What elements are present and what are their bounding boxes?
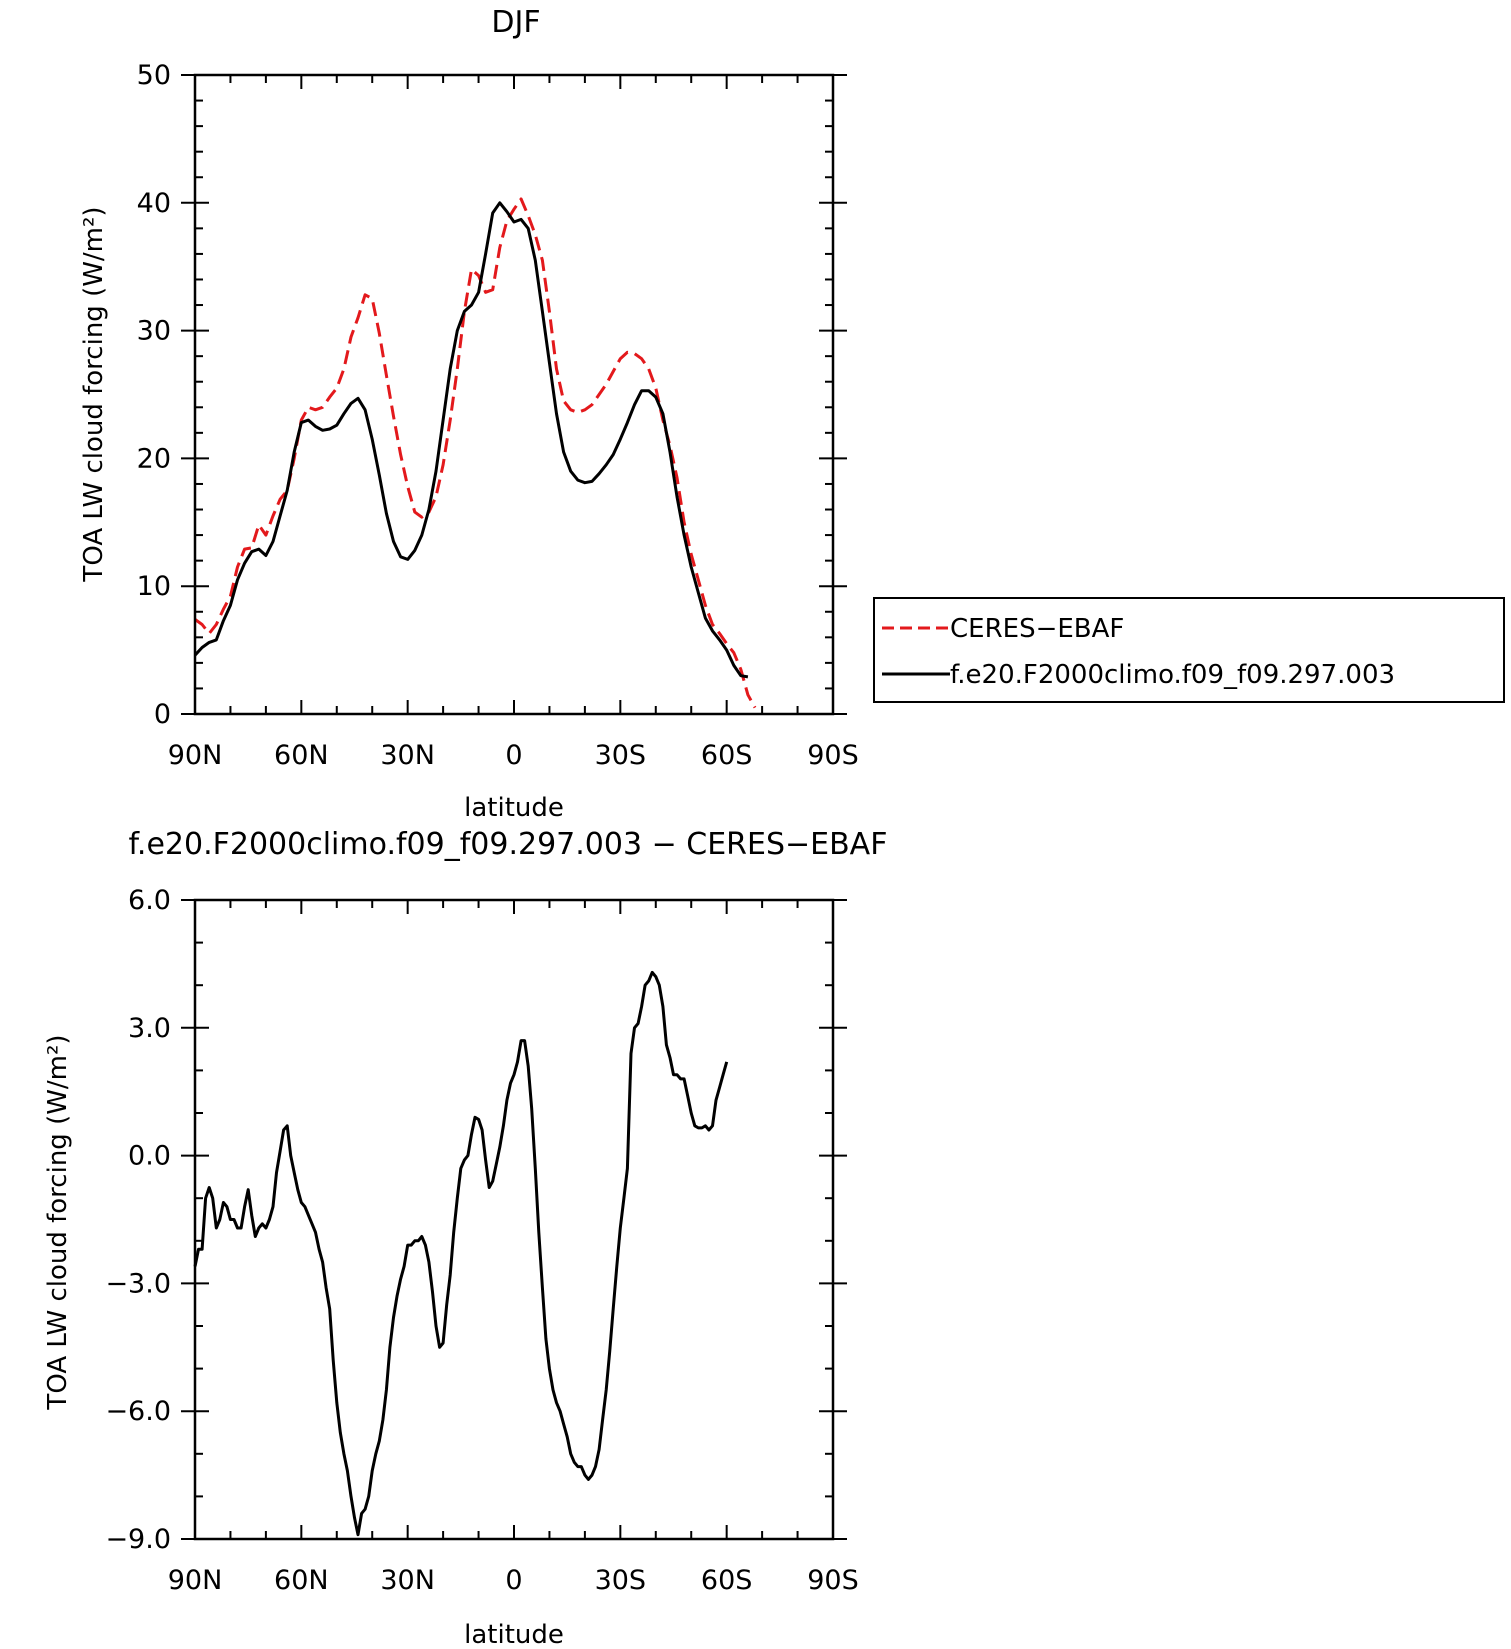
bottom-y-axis-label: TOA LW cloud forcing (W/m²)	[43, 1034, 73, 1410]
bottom-plot-frame	[193, 898, 835, 1541]
top-chart-title: DJF	[491, 5, 540, 40]
y-tick-label: 0	[154, 699, 171, 730]
x-tick-label: 30S	[595, 1565, 647, 1596]
x-tick-label: 60S	[701, 1565, 753, 1596]
x-tick-label: 60N	[274, 740, 329, 771]
top-series-lines	[193, 197, 757, 709]
legend-label-ceres: CERES−EBAF	[950, 614, 1124, 644]
bottom-axis-ticks	[181, 899, 847, 1540]
x-tick-label: 90N	[168, 1565, 223, 1596]
y-tick-label: 3.0	[128, 1013, 171, 1044]
top-x-tick-labels: 90N 60N 30N 0 30S 60S 90S	[168, 740, 859, 771]
bottom-x-axis-label: latitude	[464, 1620, 564, 1649]
x-tick-label: 30S	[595, 740, 647, 771]
top-plot-frame	[193, 73, 835, 716]
y-tick-label: 40	[137, 188, 171, 219]
y-tick-label: 20	[137, 443, 171, 474]
x-tick-label: 90S	[807, 740, 859, 771]
series-line-0	[193, 970, 729, 1537]
legend-box	[873, 597, 1505, 703]
x-tick-label: 90S	[807, 1565, 859, 1596]
bottom-panel: f.e20.F2000climo.f09_f09.297.003 − CERES…	[43, 827, 887, 1649]
top-axis-ticks	[181, 74, 847, 715]
y-tick-label: 30	[137, 316, 171, 347]
y-tick-label: 50	[137, 60, 171, 91]
bottom-y-tick-labels: −9.0 −6.0 −3.0 0.0 3.0 6.0	[105, 885, 171, 1555]
legend-label-model: f.e20.F2000climo.f09_f09.297.003	[950, 660, 1395, 690]
x-tick-label: 30N	[380, 1565, 435, 1596]
x-tick-label: 90N	[168, 740, 223, 771]
y-tick-label: −6.0	[105, 1396, 171, 1427]
top-y-tick-labels: 0 10 20 30 40 50	[137, 60, 171, 730]
x-tick-label: 60S	[701, 740, 753, 771]
y-tick-label: 6.0	[128, 885, 171, 916]
x-tick-label: 60N	[274, 1565, 329, 1596]
y-tick-label: 0.0	[128, 1141, 171, 1172]
x-tick-label: 0	[505, 1565, 522, 1596]
series-line-1	[193, 201, 749, 679]
top-y-axis-label: TOA LW cloud forcing (W/m²)	[79, 206, 109, 582]
y-tick-label: 10	[137, 571, 171, 602]
bottom-chart-title: f.e20.F2000climo.f09_f09.297.003 − CERES…	[129, 827, 888, 862]
x-tick-label: 30N	[380, 740, 435, 771]
y-tick-label: −3.0	[105, 1268, 171, 1299]
y-tick-label: −9.0	[105, 1524, 171, 1555]
top-x-axis-label: latitude	[464, 793, 564, 823]
bottom-series-lines	[193, 970, 729, 1537]
x-tick-label: 0	[505, 740, 522, 771]
legend: CERES−EBAF f.e20.F2000climo.f09_f09.297.…	[873, 597, 1505, 703]
bottom-x-tick-labels: 90N 60N 30N 0 30S 60S 90S	[168, 1565, 859, 1596]
top-panel: DJF 90N 60N 30N 0 30S 60S 90S 0 10 20 30 40 50 lati…	[79, 5, 1505, 823]
